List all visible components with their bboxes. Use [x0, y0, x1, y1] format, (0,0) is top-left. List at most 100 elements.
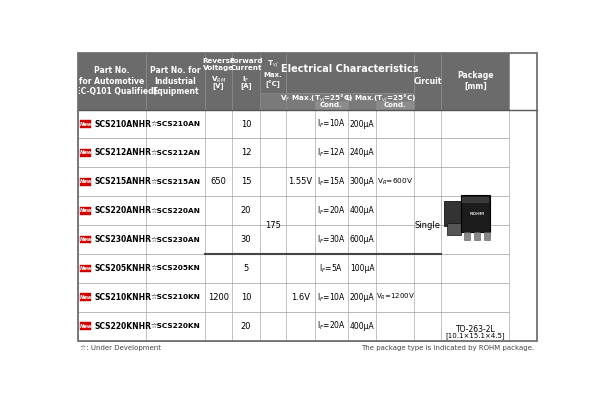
- Text: V$_R$=1200V: V$_R$=1200V: [376, 292, 415, 302]
- Text: 600μA: 600μA: [350, 235, 374, 244]
- Bar: [447, 223, 461, 235]
- Text: SCS220ANHR: SCS220ANHR: [94, 206, 151, 215]
- Text: Package
[mm]: Package [mm]: [457, 72, 494, 91]
- Text: 650: 650: [211, 177, 226, 186]
- Text: [10.1×15.1×4.5]: [10.1×15.1×4.5]: [446, 333, 505, 339]
- Text: Circuit: Circuit: [413, 77, 442, 86]
- Bar: [78, 283, 509, 312]
- Bar: [80, 264, 91, 272]
- Bar: [443, 201, 461, 226]
- Text: SCS220KNHR: SCS220KNHR: [94, 322, 151, 331]
- Text: ☆SCS210AN: ☆SCS210AN: [151, 121, 200, 127]
- Bar: [78, 196, 509, 225]
- Text: ☆SCS230AN: ☆SCS230AN: [151, 236, 200, 242]
- Text: V$_F$ Max.(T$_{vj}$=25°C): V$_F$ Max.(T$_{vj}$=25°C): [280, 93, 354, 105]
- Bar: [260, 53, 286, 110]
- Text: Reverse
Voltage: Reverse Voltage: [202, 58, 235, 71]
- Bar: [80, 207, 91, 214]
- Text: I$_F$=30A: I$_F$=30A: [317, 233, 346, 246]
- Bar: [80, 178, 91, 186]
- Bar: [78, 312, 509, 341]
- Bar: [474, 232, 480, 240]
- Text: 10: 10: [241, 120, 251, 128]
- Text: 400μA: 400μA: [350, 206, 374, 215]
- Text: 12: 12: [241, 148, 251, 158]
- Text: I$_F$: I$_F$: [242, 75, 250, 85]
- Text: Cond.: Cond.: [384, 102, 407, 108]
- Bar: [78, 254, 509, 283]
- Text: ☆SCS215AN: ☆SCS215AN: [151, 179, 200, 185]
- Text: ☆SCS210KN: ☆SCS210KN: [151, 294, 200, 300]
- Text: SCS215ANHR: SCS215ANHR: [94, 177, 151, 186]
- Text: 10: 10: [241, 293, 251, 302]
- Bar: [286, 53, 414, 93]
- Bar: [376, 101, 414, 110]
- Text: New: New: [79, 237, 92, 242]
- Text: ROHM: ROHM: [469, 212, 485, 216]
- Text: New: New: [79, 150, 92, 156]
- Text: SCS230ANHR: SCS230ANHR: [94, 235, 151, 244]
- Bar: [78, 167, 509, 196]
- Bar: [461, 195, 490, 232]
- Text: 100μA: 100μA: [350, 264, 374, 273]
- Bar: [80, 294, 91, 301]
- Bar: [78, 53, 146, 110]
- Text: [A]: [A]: [240, 82, 252, 89]
- Text: ☆SCS212AN: ☆SCS212AN: [151, 150, 200, 156]
- Bar: [442, 53, 509, 110]
- Text: Cond.: Cond.: [320, 102, 343, 108]
- Bar: [414, 53, 442, 110]
- Bar: [78, 110, 509, 138]
- Bar: [260, 93, 286, 110]
- Text: 175: 175: [265, 221, 281, 230]
- Text: 200μA: 200μA: [350, 120, 374, 128]
- Text: ☆SCS220KN: ☆SCS220KN: [151, 323, 200, 329]
- Text: 300μA: 300μA: [350, 177, 374, 186]
- Text: New: New: [79, 179, 92, 184]
- Bar: [146, 53, 205, 110]
- Text: I$_F$=20A: I$_F$=20A: [317, 320, 346, 332]
- Text: I$_F$=10A: I$_F$=10A: [317, 118, 346, 130]
- Text: 200μA: 200μA: [350, 293, 374, 302]
- Bar: [484, 232, 490, 240]
- Text: I$_F$=5A: I$_F$=5A: [319, 262, 343, 275]
- Text: Forward
Current: Forward Current: [229, 58, 263, 71]
- Text: T$_{vj}$: T$_{vj}$: [268, 58, 279, 70]
- Text: New: New: [79, 295, 92, 300]
- Bar: [80, 236, 91, 243]
- Bar: [78, 138, 509, 167]
- Text: I$_F$=12A: I$_F$=12A: [317, 147, 346, 159]
- Text: The package type is indicated by ROHM package.: The package type is indicated by ROHM pa…: [361, 344, 535, 350]
- Text: 240μA: 240μA: [350, 148, 374, 158]
- Text: [V]: [V]: [212, 82, 224, 89]
- Text: SCS205KNHR: SCS205KNHR: [94, 264, 151, 273]
- Text: Single: Single: [415, 221, 441, 230]
- Text: Max.: Max.: [264, 72, 283, 78]
- Text: 1.6V: 1.6V: [291, 293, 310, 302]
- Text: V$_{RM}$: V$_{RM}$: [211, 75, 226, 85]
- Text: SCS212ANHR: SCS212ANHR: [94, 148, 151, 158]
- Text: ☆: Under Development: ☆: Under Development: [80, 344, 161, 351]
- Text: I$_R$ Max.(T$_{vj}$=25°C): I$_R$ Max.(T$_{vj}$=25°C): [345, 93, 416, 105]
- Text: Part No.
for Automotive
(AEC-Q101 Qualified): Part No. for Automotive (AEC-Q101 Qualif…: [67, 66, 158, 96]
- Text: 20: 20: [241, 322, 251, 331]
- Bar: [286, 93, 348, 110]
- Bar: [80, 120, 91, 128]
- Text: [°C]: [°C]: [266, 80, 281, 88]
- Bar: [462, 197, 488, 203]
- Text: 15: 15: [241, 177, 251, 186]
- Bar: [78, 225, 509, 254]
- Text: New: New: [79, 266, 92, 271]
- Text: I$_F$=20A: I$_F$=20A: [317, 204, 346, 217]
- Text: New: New: [79, 208, 92, 213]
- Bar: [205, 53, 232, 110]
- Bar: [232, 53, 260, 110]
- Text: 5: 5: [244, 264, 248, 273]
- Bar: [315, 101, 348, 110]
- Text: 1.55V: 1.55V: [289, 177, 313, 186]
- Text: 1200: 1200: [208, 293, 229, 302]
- Text: 30: 30: [241, 235, 251, 244]
- Text: ☆SCS220AN: ☆SCS220AN: [151, 208, 200, 214]
- Bar: [464, 232, 470, 240]
- Text: I$_F$=15A: I$_F$=15A: [317, 176, 346, 188]
